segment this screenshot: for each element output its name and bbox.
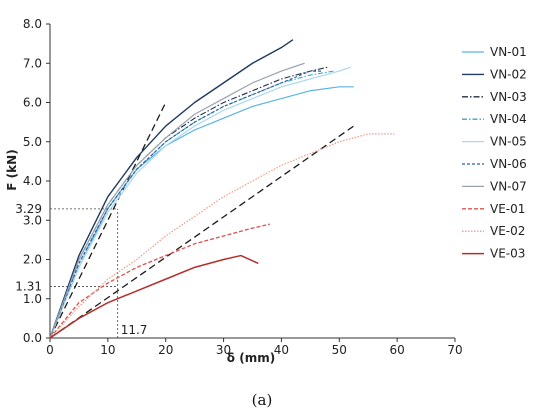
reference-line <box>49 125 355 339</box>
y-tick-label: 0.0 <box>23 331 42 345</box>
series-line-vn-02 <box>49 39 294 339</box>
x-tick-label: 0 <box>46 343 54 357</box>
x-tick-label: 70 <box>447 343 462 357</box>
legend-label: VN-02 <box>490 67 527 81</box>
y-tick-label: 7.0 <box>23 56 42 70</box>
annotation-label-y: 3.29 <box>15 202 42 216</box>
x-tick-label: 30 <box>216 343 231 357</box>
series-line-vn-06 <box>49 70 322 339</box>
legend-label: VN-04 <box>490 112 527 126</box>
x-tick-label: 50 <box>332 343 347 357</box>
x-tick-label: 60 <box>390 343 405 357</box>
series-line-ve-03 <box>49 254 259 339</box>
legend-label: VE-02 <box>490 224 525 238</box>
annotation-label-y: 1.31 <box>15 280 42 294</box>
series-line-vn-03 <box>49 66 328 339</box>
legend-label: VE-01 <box>490 202 525 216</box>
legend-label: VE-03 <box>490 247 525 261</box>
legend-label: VN-07 <box>490 179 527 193</box>
series-line-ve-01 <box>49 223 271 339</box>
y-tick-label: 8.0 <box>23 17 42 31</box>
x-axis-label: δ (mm) <box>227 351 275 365</box>
y-tick-label: 4.0 <box>23 174 42 188</box>
x-axis-ticks: 0 10 20 30 40 50 60 70 <box>46 338 463 357</box>
x-tick-label: 10 <box>100 343 115 357</box>
y-tick-label: 2.0 <box>23 253 42 267</box>
y-tick-label: 6.0 <box>23 96 42 110</box>
y-tick-label: 1.0 <box>23 292 42 306</box>
x-tick-label: 20 <box>158 343 173 357</box>
y-axis-ticks: 0.0 1.0 2.0 3.0 4.0 5.0 6.0 7.0 8.0 <box>23 17 50 345</box>
y-tick-label: 3.0 <box>23 213 42 227</box>
figure-caption: (a) <box>252 391 273 409</box>
series-line-vn-01 <box>49 86 354 339</box>
y-tick-label: 5.0 <box>23 135 42 149</box>
annotation-label-x: 11.7 <box>121 323 148 337</box>
legend: VN-01 VN-02 VN-03 VN-04 VN-05 VN-06 VN-07 VE-01… <box>462 45 527 261</box>
series-line-vn-07 <box>49 62 305 339</box>
legend-label: VN-01 <box>490 45 527 59</box>
legend-label: VN-03 <box>490 90 527 104</box>
y-axis-label: F (kN) <box>5 149 19 190</box>
plot-area: 3.29 1.31 11.7 <box>15 24 455 339</box>
legend-label: VN-05 <box>490 135 527 149</box>
legend-label: VN-06 <box>490 157 527 171</box>
x-tick-label: 40 <box>274 343 289 357</box>
series-line-vn-04 <box>49 70 334 339</box>
series-line-vn-05 <box>49 66 352 339</box>
